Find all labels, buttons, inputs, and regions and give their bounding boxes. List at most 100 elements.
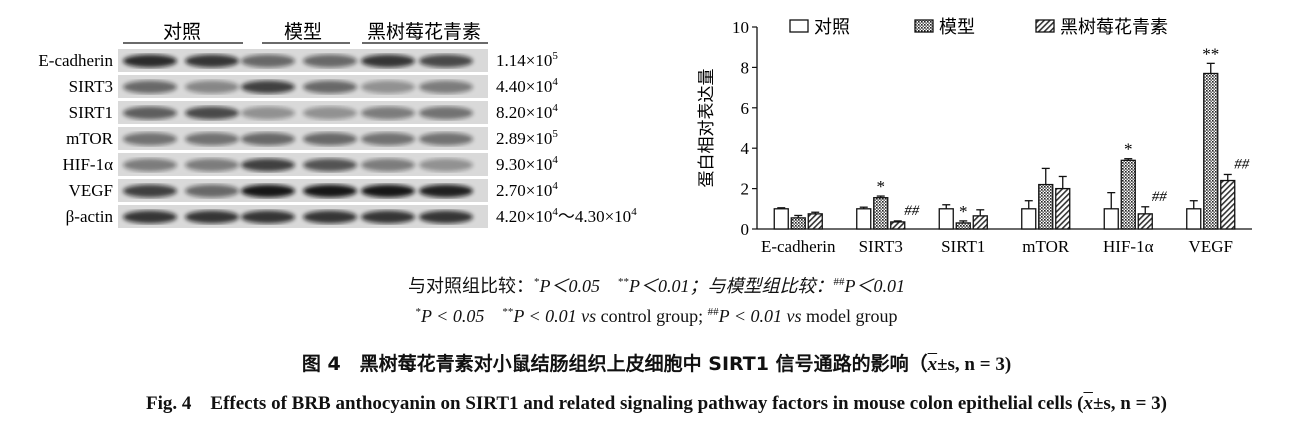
bar-mtor-s2 — [1055, 187, 1071, 230]
significance-marker: ## — [1152, 189, 1168, 205]
significance-marker: * — [1124, 140, 1133, 159]
significance-marker: * — [877, 177, 886, 196]
blot-band — [241, 80, 295, 94]
legend-swatch — [914, 19, 934, 33]
footnote-cn-text-3: P＜0.01；与模型组比较： — [629, 276, 834, 296]
chart-x-tick-label: VEGF — [1189, 237, 1233, 256]
blot-row-e-cadherin: E-cadherin 1.14×105 — [38, 49, 558, 72]
figure-caption-en-tail: ±s, n = 3) — [1092, 393, 1167, 414]
blot-band — [303, 106, 357, 120]
blot-band — [241, 184, 295, 198]
blot-band — [303, 158, 357, 172]
blot-band — [419, 54, 473, 68]
blot-row-label: HIF-1α — [63, 155, 114, 174]
blot-row-value: 2.89×105 — [496, 128, 558, 148]
chart-y-tick-label: 6 — [741, 99, 750, 118]
chart-y-tick-label: 2 — [741, 180, 750, 199]
footnote-cn-hash: ## — [833, 276, 845, 288]
bar-sirt3-s0 — [856, 208, 872, 230]
footnote-en-dstar: ** — [502, 306, 514, 318]
chart-x-tick-label: SIRT1 — [941, 237, 985, 256]
blot-band — [185, 106, 239, 120]
blot-row-value: 4.20×104～4.30×104 — [496, 206, 637, 226]
blot-row-label: E-cadherin — [38, 51, 113, 70]
blot-row-mtor: mTOR 2.89×105 — [66, 127, 558, 150]
footnote-en-text-2: P < 0.01 — [513, 306, 577, 326]
legend-label: 对照 — [814, 17, 850, 38]
blot-band — [419, 132, 473, 146]
blot-group-label-brb: 黑树莓花青素 — [367, 21, 481, 43]
blot-row-sirt3: SIRT3 4.40×104 — [69, 75, 558, 98]
significance-marker: ** — [1202, 44, 1219, 63]
blot-band — [419, 210, 473, 224]
footnote-cn-star: * — [534, 276, 540, 288]
blot-band — [241, 54, 295, 68]
footnote-en-text-4: P < 0.01 — [718, 306, 782, 326]
blot-row-value: 4.40×104 — [496, 76, 558, 96]
blot-band — [123, 210, 177, 224]
bar-sirt1-s0 — [938, 208, 954, 230]
chart-y-tick-label: 10 — [732, 18, 749, 37]
legend-label: 模型 — [939, 17, 975, 38]
legend-label: 黑树莓花青素 — [1060, 17, 1168, 38]
footnote-cn-text-1: 与对照组比较： — [408, 276, 534, 296]
blot-band — [185, 210, 239, 224]
blot-row-sirt1: SIRT1 8.20×104 — [69, 101, 558, 124]
chart-x-tick-label: mTOR — [1022, 237, 1070, 256]
blot-band — [361, 106, 415, 120]
legend-swatch — [1035, 19, 1055, 33]
legend-item-2: 黑树莓花青素 — [1035, 17, 1168, 38]
caption-cn-xbar: x — [927, 354, 938, 375]
blot-band — [361, 184, 415, 198]
blot-band — [303, 54, 357, 68]
chart-x-tick-label: SIRT3 — [859, 237, 903, 256]
blot-band — [303, 132, 357, 146]
blot-band — [185, 54, 239, 68]
bar-sirt1-s2 — [972, 215, 988, 230]
bar-hif-1-s1 — [1120, 159, 1136, 230]
chart-y-tick-label: 4 — [741, 139, 750, 158]
footnote-en-hash: ## — [707, 306, 719, 318]
blot-row-actin: β-actin 4.20×104～4.30×104 — [66, 205, 637, 228]
blot-row-value: 8.20×104 — [496, 102, 558, 122]
blot-band — [361, 132, 415, 146]
footnote-en-vs-2: vs — [786, 306, 802, 326]
footnote-cn: 与对照组比较：*P＜0.05 **P＜0.01；与模型组比较：##P＜0.01 — [0, 272, 1313, 298]
blot-band — [361, 54, 415, 68]
bar-e-cadherin-s0 — [773, 208, 789, 230]
bar-e-cadherin-s1 — [790, 217, 806, 230]
significance-marker: * — [959, 202, 968, 221]
blot-group-label-control: 对照 — [163, 21, 201, 43]
blot-band — [419, 80, 473, 94]
bar-vegf-s2 — [1220, 179, 1236, 230]
chart-y-tick-label: 0 — [741, 220, 750, 239]
blot-band — [185, 184, 239, 198]
figure-caption-en: Fig. 4 Effects of BRB anthocyanin on SIR… — [0, 388, 1313, 415]
blot-band — [241, 106, 295, 120]
blot-band — [123, 132, 177, 146]
bar-mtor-s1 — [1038, 183, 1054, 230]
bar-vegf-s1 — [1203, 72, 1219, 230]
blot-band — [123, 106, 177, 120]
blot-band — [361, 210, 415, 224]
blot-row-vegf: VEGF 2.70×104 — [69, 179, 558, 202]
blot-band — [303, 184, 357, 198]
chart-y-tick-label: 8 — [741, 58, 750, 77]
blot-row-label: mTOR — [66, 129, 114, 148]
footnote-en-star: * — [415, 306, 422, 318]
blot-row-value: 1.14×105 — [496, 50, 558, 70]
footnote-cn-text-2: P＜0.05 — [539, 276, 601, 296]
western-blot-panel: 对照 模型 黑树莓花青素 E-cadherin 1.14×105 SIRT3 4.40… — [38, 21, 637, 228]
blot-band — [123, 184, 177, 198]
blot-band — [123, 80, 177, 94]
chart-y-axis-label: 蛋白相对表达量 — [697, 69, 717, 188]
chart-x-tick-label: HIF-1α — [1103, 237, 1154, 256]
footnote-en-text-3: control group; — [600, 306, 704, 326]
footnote-en-vs-1: vs — [581, 306, 597, 326]
footnote-cn-text-4: P＜0.01 — [844, 276, 906, 296]
blot-band — [419, 106, 473, 120]
significance-marker: ## — [1234, 156, 1250, 172]
footnote-en-text-1: P < 0.05 — [421, 306, 485, 326]
blot-band — [419, 184, 473, 198]
bar-sirt1-s1 — [955, 222, 971, 230]
